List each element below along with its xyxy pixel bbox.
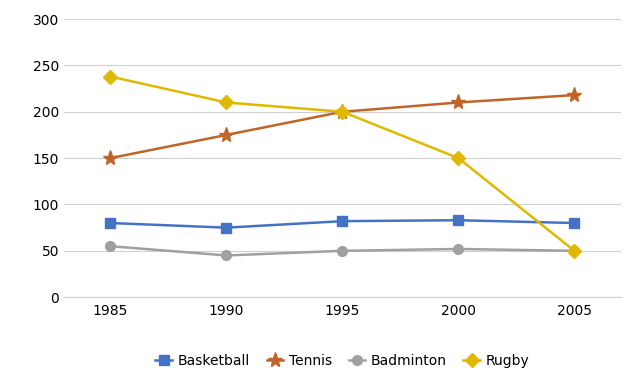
Rugby	[339, 109, 346, 114]
Rugby	[454, 156, 462, 160]
Badminton	[339, 248, 346, 253]
Tennis	[106, 156, 114, 160]
Rugby	[223, 100, 230, 105]
Basketball	[454, 218, 462, 223]
Basketball	[339, 219, 346, 223]
Badminton	[106, 244, 114, 248]
Tennis	[223, 133, 230, 137]
Legend: Basketball, Tennis, Badminton, Rugby: Basketball, Tennis, Badminton, Rugby	[156, 354, 529, 368]
Tennis	[570, 93, 578, 98]
Basketball	[106, 221, 114, 225]
Badminton	[570, 248, 578, 253]
Basketball	[223, 226, 230, 230]
Line: Rugby: Rugby	[106, 72, 579, 256]
Line: Badminton: Badminton	[106, 241, 579, 260]
Rugby	[570, 248, 578, 253]
Tennis	[339, 109, 346, 114]
Line: Basketball: Basketball	[106, 215, 579, 232]
Rugby	[106, 74, 114, 79]
Tennis	[454, 100, 462, 105]
Basketball	[570, 221, 578, 225]
Line: Tennis: Tennis	[103, 87, 582, 166]
Badminton	[454, 247, 462, 251]
Badminton	[223, 253, 230, 258]
